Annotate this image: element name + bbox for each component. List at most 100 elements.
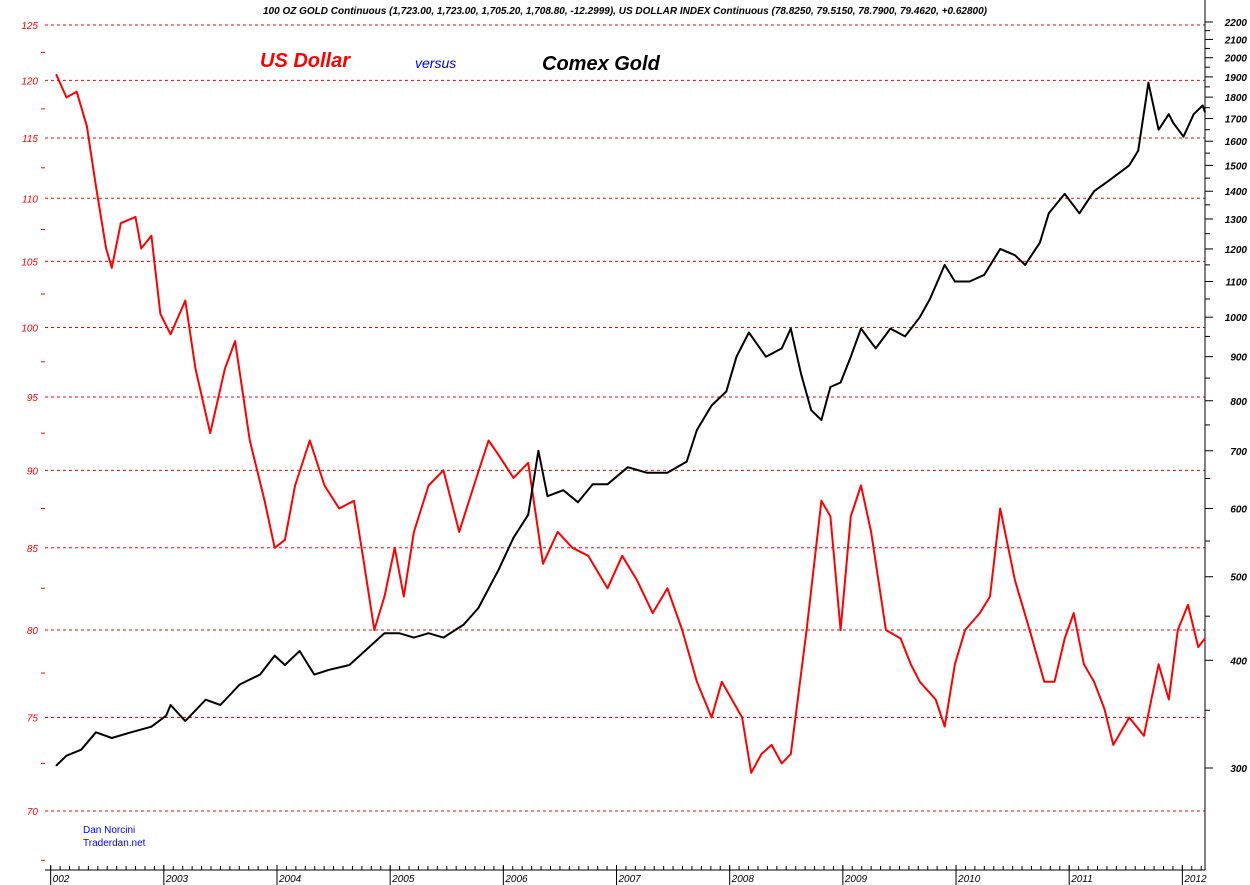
- usd-point: [150, 234, 153, 237]
- x-tick-label: 2004: [278, 874, 302, 885]
- usd-point: [458, 531, 461, 533]
- gold-point: [810, 409, 812, 412]
- left-tick-label: 105: [21, 257, 38, 268]
- usd-point: [1157, 663, 1160, 666]
- label-versus: versus: [415, 55, 456, 71]
- usd-point: [943, 725, 946, 728]
- usd-point: [885, 629, 887, 631]
- gold-point: [1014, 254, 1016, 257]
- gold-point: [1172, 122, 1175, 124]
- gold-point: [765, 355, 767, 358]
- gold-point: [284, 664, 286, 666]
- usd-point: [954, 663, 956, 666]
- usd-point: [829, 515, 832, 518]
- gold-point: [904, 335, 906, 338]
- usd-point: [159, 313, 162, 315]
- usd-point: [909, 663, 912, 666]
- gold-point: [1108, 179, 1110, 182]
- left-tick-label: 80: [27, 626, 39, 637]
- gold-point: [259, 673, 261, 676]
- usd-point: [393, 547, 396, 549]
- usd-point: [323, 484, 326, 487]
- usd-point: [720, 680, 723, 683]
- usd-point: [309, 439, 311, 442]
- usd-point: [1204, 637, 1206, 640]
- x-tick-label: 2011: [1070, 874, 1093, 885]
- gold-series-line: [55, 81, 1206, 767]
- gold-point: [943, 264, 946, 266]
- right-tick-label: 1100: [1225, 278, 1247, 289]
- usd-point: [498, 454, 500, 457]
- usd-point: [1043, 680, 1046, 683]
- gold-point: [273, 654, 276, 657]
- gold-point: [55, 764, 58, 767]
- gold-point: [369, 645, 371, 648]
- gold-point: [1078, 212, 1081, 215]
- gold-point: [725, 390, 728, 393]
- gold-point: [1192, 113, 1195, 115]
- gold-point: [983, 273, 986, 276]
- gold-point: [204, 698, 207, 701]
- usd-point: [571, 547, 574, 549]
- right-tick-label: 600: [1230, 504, 1247, 515]
- usd-point: [899, 637, 902, 640]
- gold-point: [348, 664, 351, 666]
- usd-point: [284, 539, 286, 541]
- usd-point: [55, 73, 58, 76]
- left-tick-label: 120: [21, 76, 38, 87]
- right-tick-label: 700: [1230, 447, 1247, 458]
- gold-point: [829, 386, 832, 388]
- usd-point: [587, 555, 590, 557]
- gold-point: [398, 632, 401, 635]
- usd-point: [1143, 734, 1145, 737]
- usd-point: [105, 247, 107, 250]
- usd-point: [636, 579, 638, 581]
- gold-point: [512, 536, 515, 539]
- usd-point: [1112, 744, 1115, 746]
- usd-point: [1014, 579, 1016, 581]
- usd-point: [750, 772, 752, 774]
- x-tick-label: 2008: [731, 874, 755, 885]
- usd-point: [373, 629, 376, 631]
- usd-point: [338, 507, 341, 510]
- gold-point: [860, 327, 862, 330]
- gold-point: [165, 714, 167, 717]
- gold-point: [1024, 264, 1026, 266]
- right-tick-label: 800: [1230, 397, 1247, 408]
- usd-point: [294, 484, 296, 487]
- usd-point: [224, 367, 226, 370]
- gold-point: [1038, 241, 1041, 244]
- usd-point: [134, 216, 137, 218]
- usd-point: [487, 439, 490, 442]
- usd-point: [860, 484, 862, 487]
- usd-point: [741, 716, 743, 719]
- usd-point: [86, 125, 88, 128]
- right-tick-label: 1000: [1225, 313, 1248, 324]
- right-tick-label: 2000: [1224, 54, 1248, 65]
- usd-point: [919, 680, 921, 683]
- usd-point: [427, 484, 430, 487]
- gold-point: [527, 513, 530, 516]
- gold-point: [442, 636, 445, 639]
- usd-point: [1072, 612, 1075, 614]
- usd-point: [1197, 646, 1200, 648]
- gold-point: [238, 683, 241, 686]
- gold-point: [954, 280, 956, 283]
- usd-point: [353, 499, 355, 502]
- label-comex-gold: Comex Gold: [542, 53, 661, 75]
- usd-point: [839, 629, 842, 631]
- usd-point: [989, 595, 991, 598]
- gold-point: [537, 449, 540, 452]
- usd-point: [140, 247, 142, 250]
- gold-point: [577, 501, 579, 504]
- credit-author: Dan Norcini: [83, 825, 135, 836]
- gold-point: [1093, 190, 1095, 193]
- x-tick-label: 2012: [1183, 874, 1207, 885]
- gold-point: [748, 331, 750, 334]
- gold-point: [130, 731, 132, 734]
- gold-point: [110, 737, 113, 739]
- usd-point: [249, 439, 251, 442]
- right-tick-label: 300: [1230, 764, 1247, 775]
- usd-point: [999, 507, 1001, 510]
- usd-point: [512, 477, 515, 479]
